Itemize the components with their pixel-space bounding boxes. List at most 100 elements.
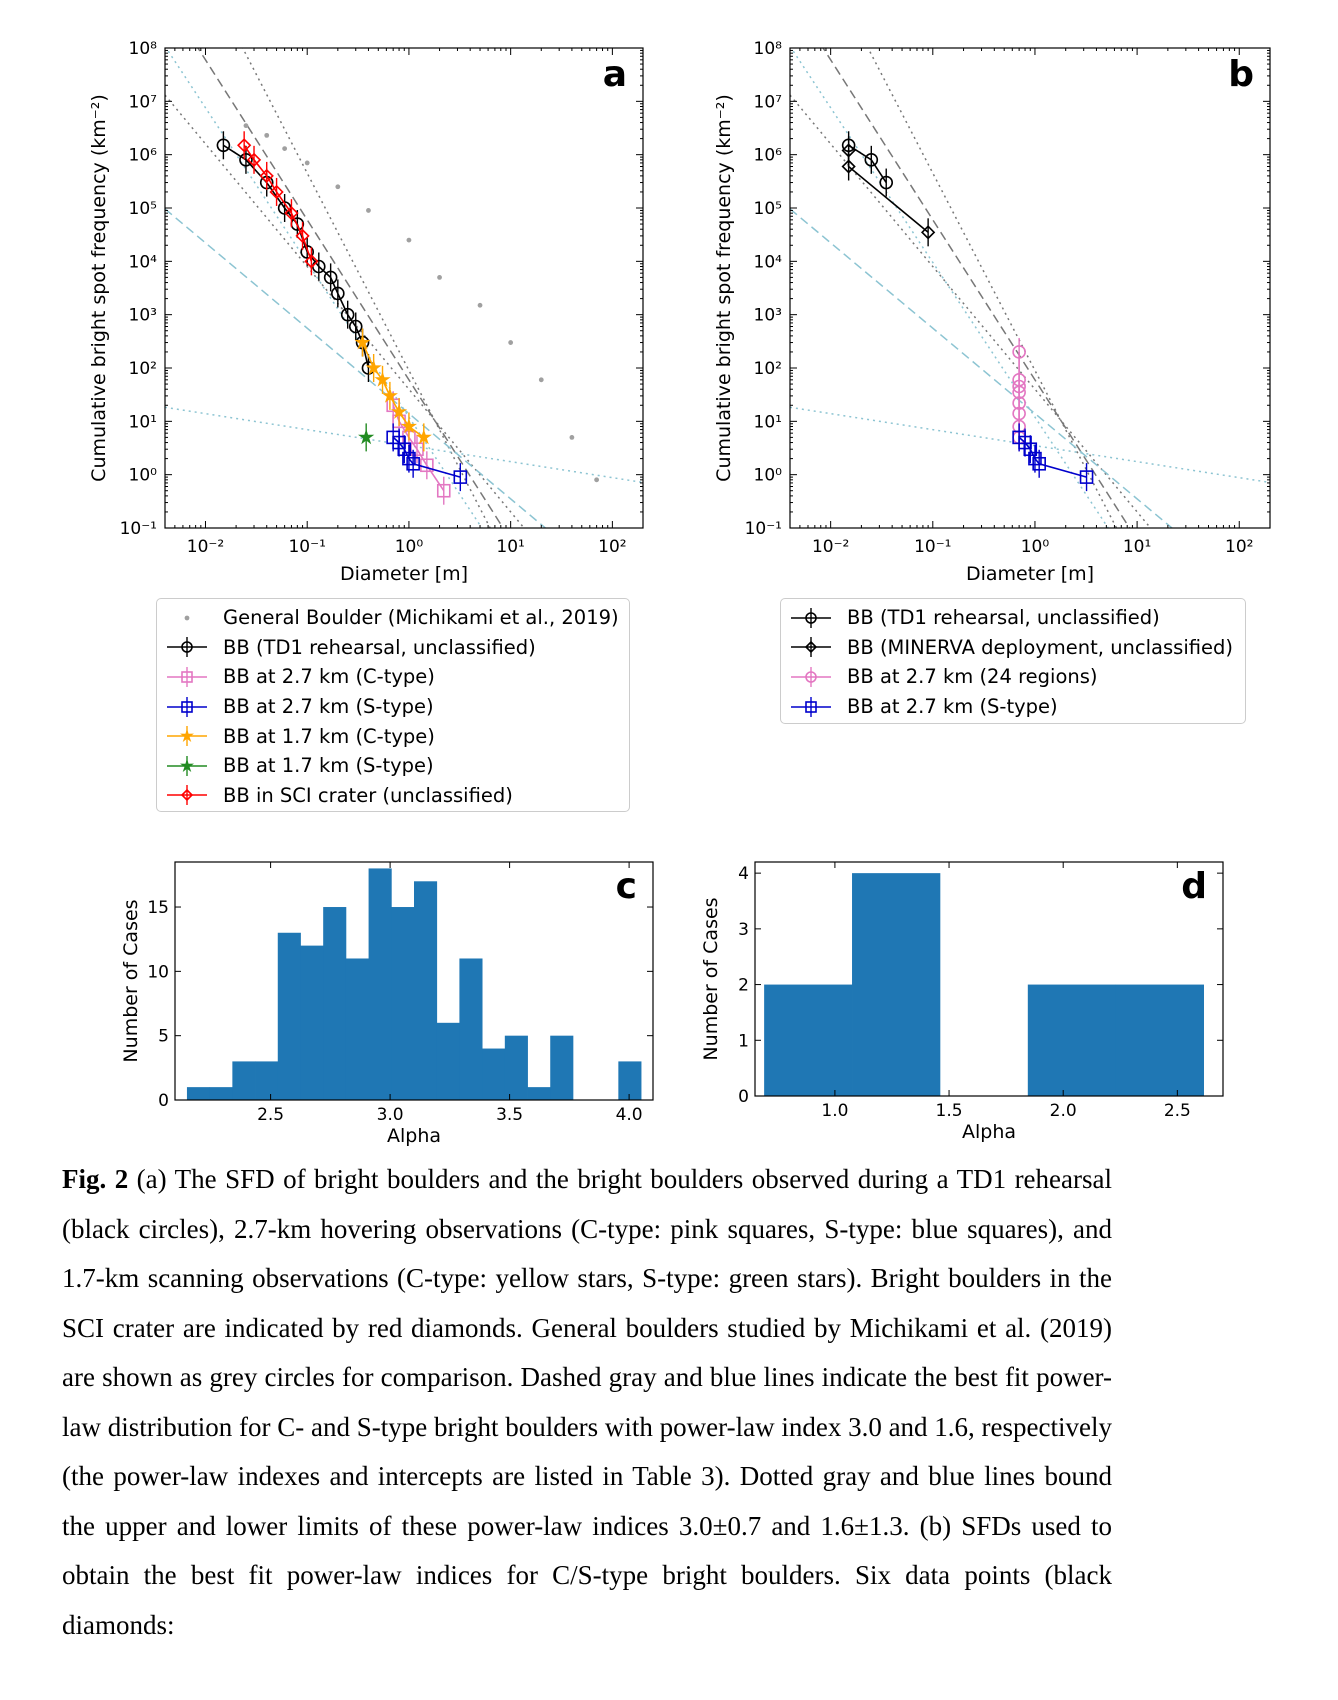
y-tick-label: 10³ [754, 306, 782, 326]
y-tick-label: 0 [158, 1091, 169, 1111]
x-tick-label: 10² [598, 537, 626, 557]
series-6 [237, 131, 319, 276]
fit-line-s-type [790, 208, 1174, 528]
histogram-bar [482, 1048, 506, 1100]
data-point [594, 477, 600, 483]
data-point [453, 470, 468, 484]
series-0 [841, 131, 894, 197]
y-tick-label: 10⁶ [754, 146, 783, 166]
series-1 [841, 136, 936, 247]
histogram-bar [618, 1061, 642, 1100]
legend-label: General Boulder (Michikami et al., 2019) [223, 606, 619, 630]
data-point [1028, 451, 1042, 466]
legend-marker [805, 671, 817, 683]
legend-swatch [167, 637, 207, 658]
y-tick-label: 10⁸ [754, 39, 783, 59]
x-tick-label: 2.5 [257, 1105, 284, 1125]
caption-text: (a) The SFD of bright boulders and the b… [62, 1164, 1112, 1640]
y-tick-label: 10² [129, 359, 157, 379]
y-tick-label: 10⁰ [754, 466, 783, 486]
data-point [477, 302, 483, 308]
legend-entry: BB at 1.7 km (S-type) [165, 751, 619, 781]
data-point [216, 138, 231, 153]
x-tick-label: 2.0 [1050, 1101, 1077, 1121]
y-tick-label: 10⁶ [129, 146, 158, 166]
series-1 [216, 131, 376, 382]
data-point [300, 245, 315, 259]
x-tick-label: 4.0 [616, 1105, 643, 1125]
y-tick-label: 10³ [129, 306, 157, 326]
x-axis-label: Alpha [387, 1125, 441, 1147]
y-tick-label: 1 [738, 1031, 749, 1051]
y-tick-label: 10⁸ [129, 39, 158, 59]
legend-label: BB at 2.7 km (24 regions) [847, 665, 1098, 689]
series-3 [1012, 423, 1094, 492]
data-point [243, 123, 249, 129]
y-axis-label: Cumulative bright spot frequency (km⁻²) [713, 94, 735, 482]
y-tick-label: 10⁵ [129, 199, 157, 219]
x-tick-label: 10² [1225, 537, 1253, 557]
data-point [406, 237, 412, 243]
caption-lead: Fig. 2 [62, 1164, 129, 1194]
plot-area [165, 48, 643, 528]
axes-frame [174, 861, 654, 1101]
data-point [331, 286, 345, 301]
data-point [406, 456, 420, 471]
figure-canvas: 10⁻¹ 10⁰ 10¹ 10² 10³ 10⁴ 10⁵ 10⁶ 10⁷ 10⁸ 10⁻² 10⁻¹ 1… [88, 39, 1271, 1147]
data-point [237, 138, 252, 153]
y-tick-label: 3 [738, 920, 749, 940]
legend-label: BB at 2.7 km (C-type) [223, 665, 435, 689]
x-axis-label: Alpha [962, 1121, 1016, 1143]
legend-entry: BB at 1.7 km (C-type) [165, 721, 619, 751]
x-tick-label: 1.5 [936, 1101, 963, 1121]
series-0 [243, 123, 600, 483]
panel-c-histogram: 0 5 10 15 2.5 3.0 3.5 4.0 Alpha Number of Cases c [120, 861, 654, 1147]
data-point [354, 334, 371, 350]
y-tick-label: 4 [738, 864, 749, 884]
legend-marker [804, 641, 818, 654]
data-point [366, 208, 371, 213]
figure-caption: Fig. 2 (a) The SFD of bright boulders an… [62, 1155, 1112, 1650]
histogram-bar [1027, 984, 1117, 1096]
series-4 [354, 328, 432, 452]
x-tick-label: 10¹ [496, 537, 524, 557]
histogram-bar [527, 1087, 551, 1100]
y-tick-label: 0 [738, 1087, 749, 1107]
legend-panel-a: General Boulder (Michikami et al., 2019)… [156, 598, 630, 812]
y-tick-label: 10⁻¹ [745, 519, 782, 539]
histogram-bar [436, 1022, 460, 1100]
y-tick-label: 10 [147, 962, 169, 982]
data-point [304, 254, 319, 269]
data-point [374, 371, 391, 387]
legend-entry: BB at 2.7 km (24 regions) [789, 662, 1235, 692]
legend-marker [180, 789, 194, 802]
legend-entry: BB (TD1 rehearsal, unclassified) [165, 633, 619, 663]
histogram-bar [300, 945, 324, 1100]
legend-marker [181, 700, 193, 713]
series-line [847, 150, 929, 233]
legend-swatch [184, 615, 190, 621]
data-point [1023, 442, 1038, 457]
y-tick-label: 10⁵ [754, 199, 782, 219]
histogram-bar [368, 868, 392, 1100]
data-point [841, 159, 856, 174]
data-point [246, 152, 262, 167]
data-point [397, 442, 412, 457]
y-axis-label: Cumulative bright spot frequency (km⁻²) [88, 94, 110, 482]
data-point [920, 225, 936, 240]
legend-entry: BB at 2.7 km (S-type) [165, 692, 619, 722]
histogram-bar [232, 1061, 256, 1100]
axes-frame [754, 861, 1224, 1097]
legend-label: BB at 2.7 km (S-type) [847, 695, 1058, 719]
panel-b-chart: 10⁻¹ 10⁰ 10¹ 10² 10³ 10⁴ 10⁵ 10⁶ 10⁷ 10⁸ 10⁻² 10⁻¹ 1… [713, 39, 1271, 585]
legend-swatch [167, 785, 207, 806]
data-point [1032, 456, 1046, 471]
histogram-bar [255, 1061, 279, 1100]
fit-line-c-type [822, 48, 1131, 528]
histogram-bar [1115, 984, 1204, 1096]
x-tick-label: 2.5 [1164, 1101, 1191, 1121]
histogram-bar [504, 1035, 528, 1100]
y-tick-label: 10⁷ [129, 92, 158, 112]
fit-line-s-upper [790, 48, 1110, 528]
y-tick-label: 2 [738, 976, 749, 996]
